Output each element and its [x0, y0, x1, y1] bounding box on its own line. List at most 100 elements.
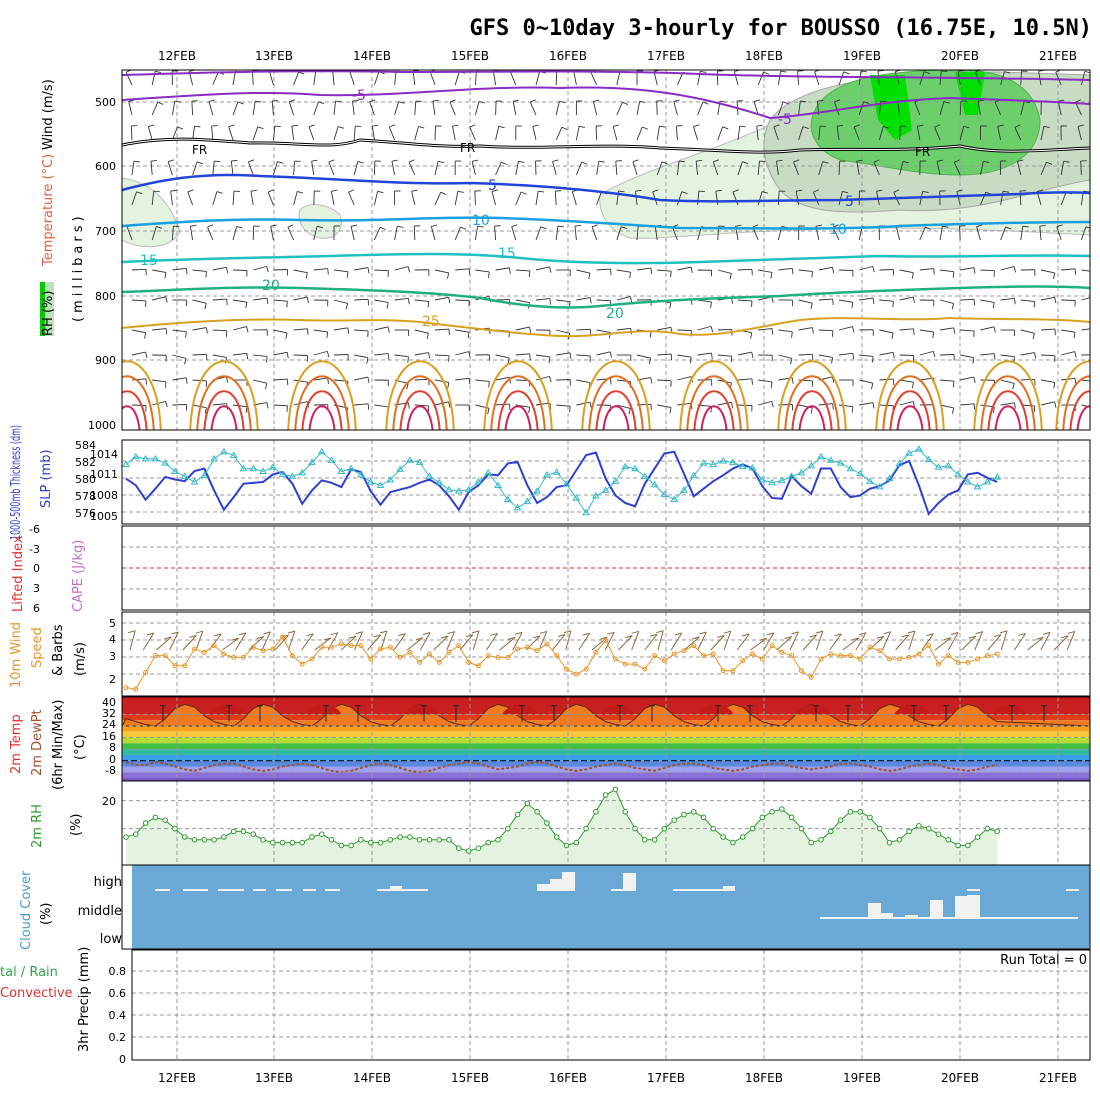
wind-barb: [612, 126, 618, 141]
wind-barb-flag: [722, 126, 729, 130]
wind-barb: [287, 227, 295, 241]
wind-barb: [1080, 71, 1086, 86]
wind-barb-flag: [297, 191, 304, 194]
precip-panel: Run Total = 0 0.8 0.6 0.4 0.2 0 tal / Ra…: [0, 947, 1091, 1066]
wind-barb-flag: [953, 327, 956, 334]
wind-barb-flag: [993, 353, 996, 360]
wind-barb: [131, 329, 146, 334]
rh-marker: [984, 825, 991, 832]
slp-marker: [464, 485, 473, 493]
wind-barb-flag: [549, 298, 551, 305]
temp-loop: [882, 375, 938, 430]
wind-barb: [374, 404, 389, 408]
wind-barb: [189, 226, 194, 241]
rh-marker: [436, 837, 443, 843]
slp-marker: [415, 458, 424, 465]
slp-marker: [611, 477, 620, 484]
wind-barb: [411, 191, 416, 206]
slp-marker: [396, 465, 404, 472]
wind-barb-flag: [432, 99, 439, 102]
wind-barb: [657, 326, 672, 331]
wind-barb: [354, 329, 369, 332]
wind-barb: [556, 404, 571, 407]
slp-marker: [445, 485, 453, 493]
wind-barb-flag: [659, 125, 666, 128]
wind-barb-flag: [398, 633, 406, 637]
wind-barb-flag: [266, 266, 269, 273]
wind-barb-flag: [532, 124, 539, 127]
wind-barb: [495, 403, 510, 406]
wind-barb: [916, 126, 921, 141]
wind-barb-flag: [925, 226, 931, 230]
wind-barb-flag: [873, 159, 880, 163]
wind-barb-flag: [1085, 226, 1090, 229]
wind-barb: [131, 299, 146, 302]
wind-barb: [757, 71, 764, 86]
wind-barb: [636, 126, 643, 141]
wind-barb: [657, 404, 672, 408]
wind-barb: [212, 354, 227, 358]
wind-barb-flag: [488, 381, 490, 388]
wind-barb-flag: [692, 636, 700, 640]
wind-barb-flag: [976, 224, 983, 227]
wind-barb: [406, 637, 424, 651]
slp-panel-frame: [121, 439, 1091, 525]
wind-barb-flag: [872, 402, 875, 409]
slp-marker: [689, 471, 698, 479]
wind-marker: [828, 651, 834, 657]
wind-barb-flag: [880, 100, 887, 103]
wind-barb-flag: [330, 632, 339, 636]
rh-marker: [172, 825, 178, 832]
temp-hot-cap: [698, 704, 734, 715]
wind-barb-flag: [305, 272, 308, 279]
wind-barb: [253, 265, 267, 271]
wind-barb-flag: [992, 406, 995, 413]
wind-barb: [333, 101, 336, 116]
slp-marker: [670, 495, 679, 502]
cloud-level-middle: middle: [78, 904, 122, 919]
wind-marker: [378, 646, 384, 652]
wind-barb-flag: [999, 630, 1008, 634]
slp-marker: [366, 478, 375, 485]
slp-marker: [729, 458, 737, 465]
wind-barb: [737, 299, 752, 302]
wind-barb-flag: [893, 189, 900, 193]
top-date-label: 20FEB: [941, 49, 979, 63]
wind-barb-flag: [520, 191, 527, 195]
wind-barb-flag: [1053, 272, 1056, 279]
wind-barb-flag: [165, 401, 168, 408]
temp-loop: [588, 375, 644, 430]
top-date-label: 16FEB: [549, 49, 587, 63]
wind-barb-flag: [205, 327, 208, 334]
wind-barb: [757, 191, 763, 206]
wind-barb: [261, 631, 271, 651]
wind-barb: [1020, 101, 1025, 116]
rh-tick: 20: [102, 795, 116, 808]
wind-barb: [172, 329, 187, 333]
wind-barb: [717, 401, 732, 406]
wind-barb: [604, 631, 615, 651]
wind-barb: [151, 191, 155, 206]
wind-barb-flag: [267, 189, 274, 193]
wind-barb: [353, 631, 363, 651]
wind-barb: [373, 191, 378, 206]
temp-tick: 32: [102, 707, 116, 720]
wind-barb-flag: [936, 159, 944, 162]
temp-loop: [791, 390, 833, 430]
wind-barb: [515, 299, 530, 304]
wind-barb: [591, 226, 598, 241]
wind-marker: [564, 666, 569, 672]
wind-barb: [777, 71, 782, 86]
wind-barb: [414, 378, 429, 381]
wind-barb-flag: [145, 378, 147, 385]
wind-barb-flag: [447, 272, 450, 279]
slp-marker: [993, 473, 1002, 480]
wind-barb-flag: [912, 296, 915, 304]
wind-barb: [1000, 402, 1015, 406]
wind-barb: [380, 630, 388, 651]
wind-barb-flag: [411, 189, 418, 192]
wind-barb-flag: [834, 633, 842, 637]
wind-marker: [984, 653, 990, 659]
wind-barb-flag: [632, 159, 639, 163]
wind-barb: [838, 326, 853, 331]
